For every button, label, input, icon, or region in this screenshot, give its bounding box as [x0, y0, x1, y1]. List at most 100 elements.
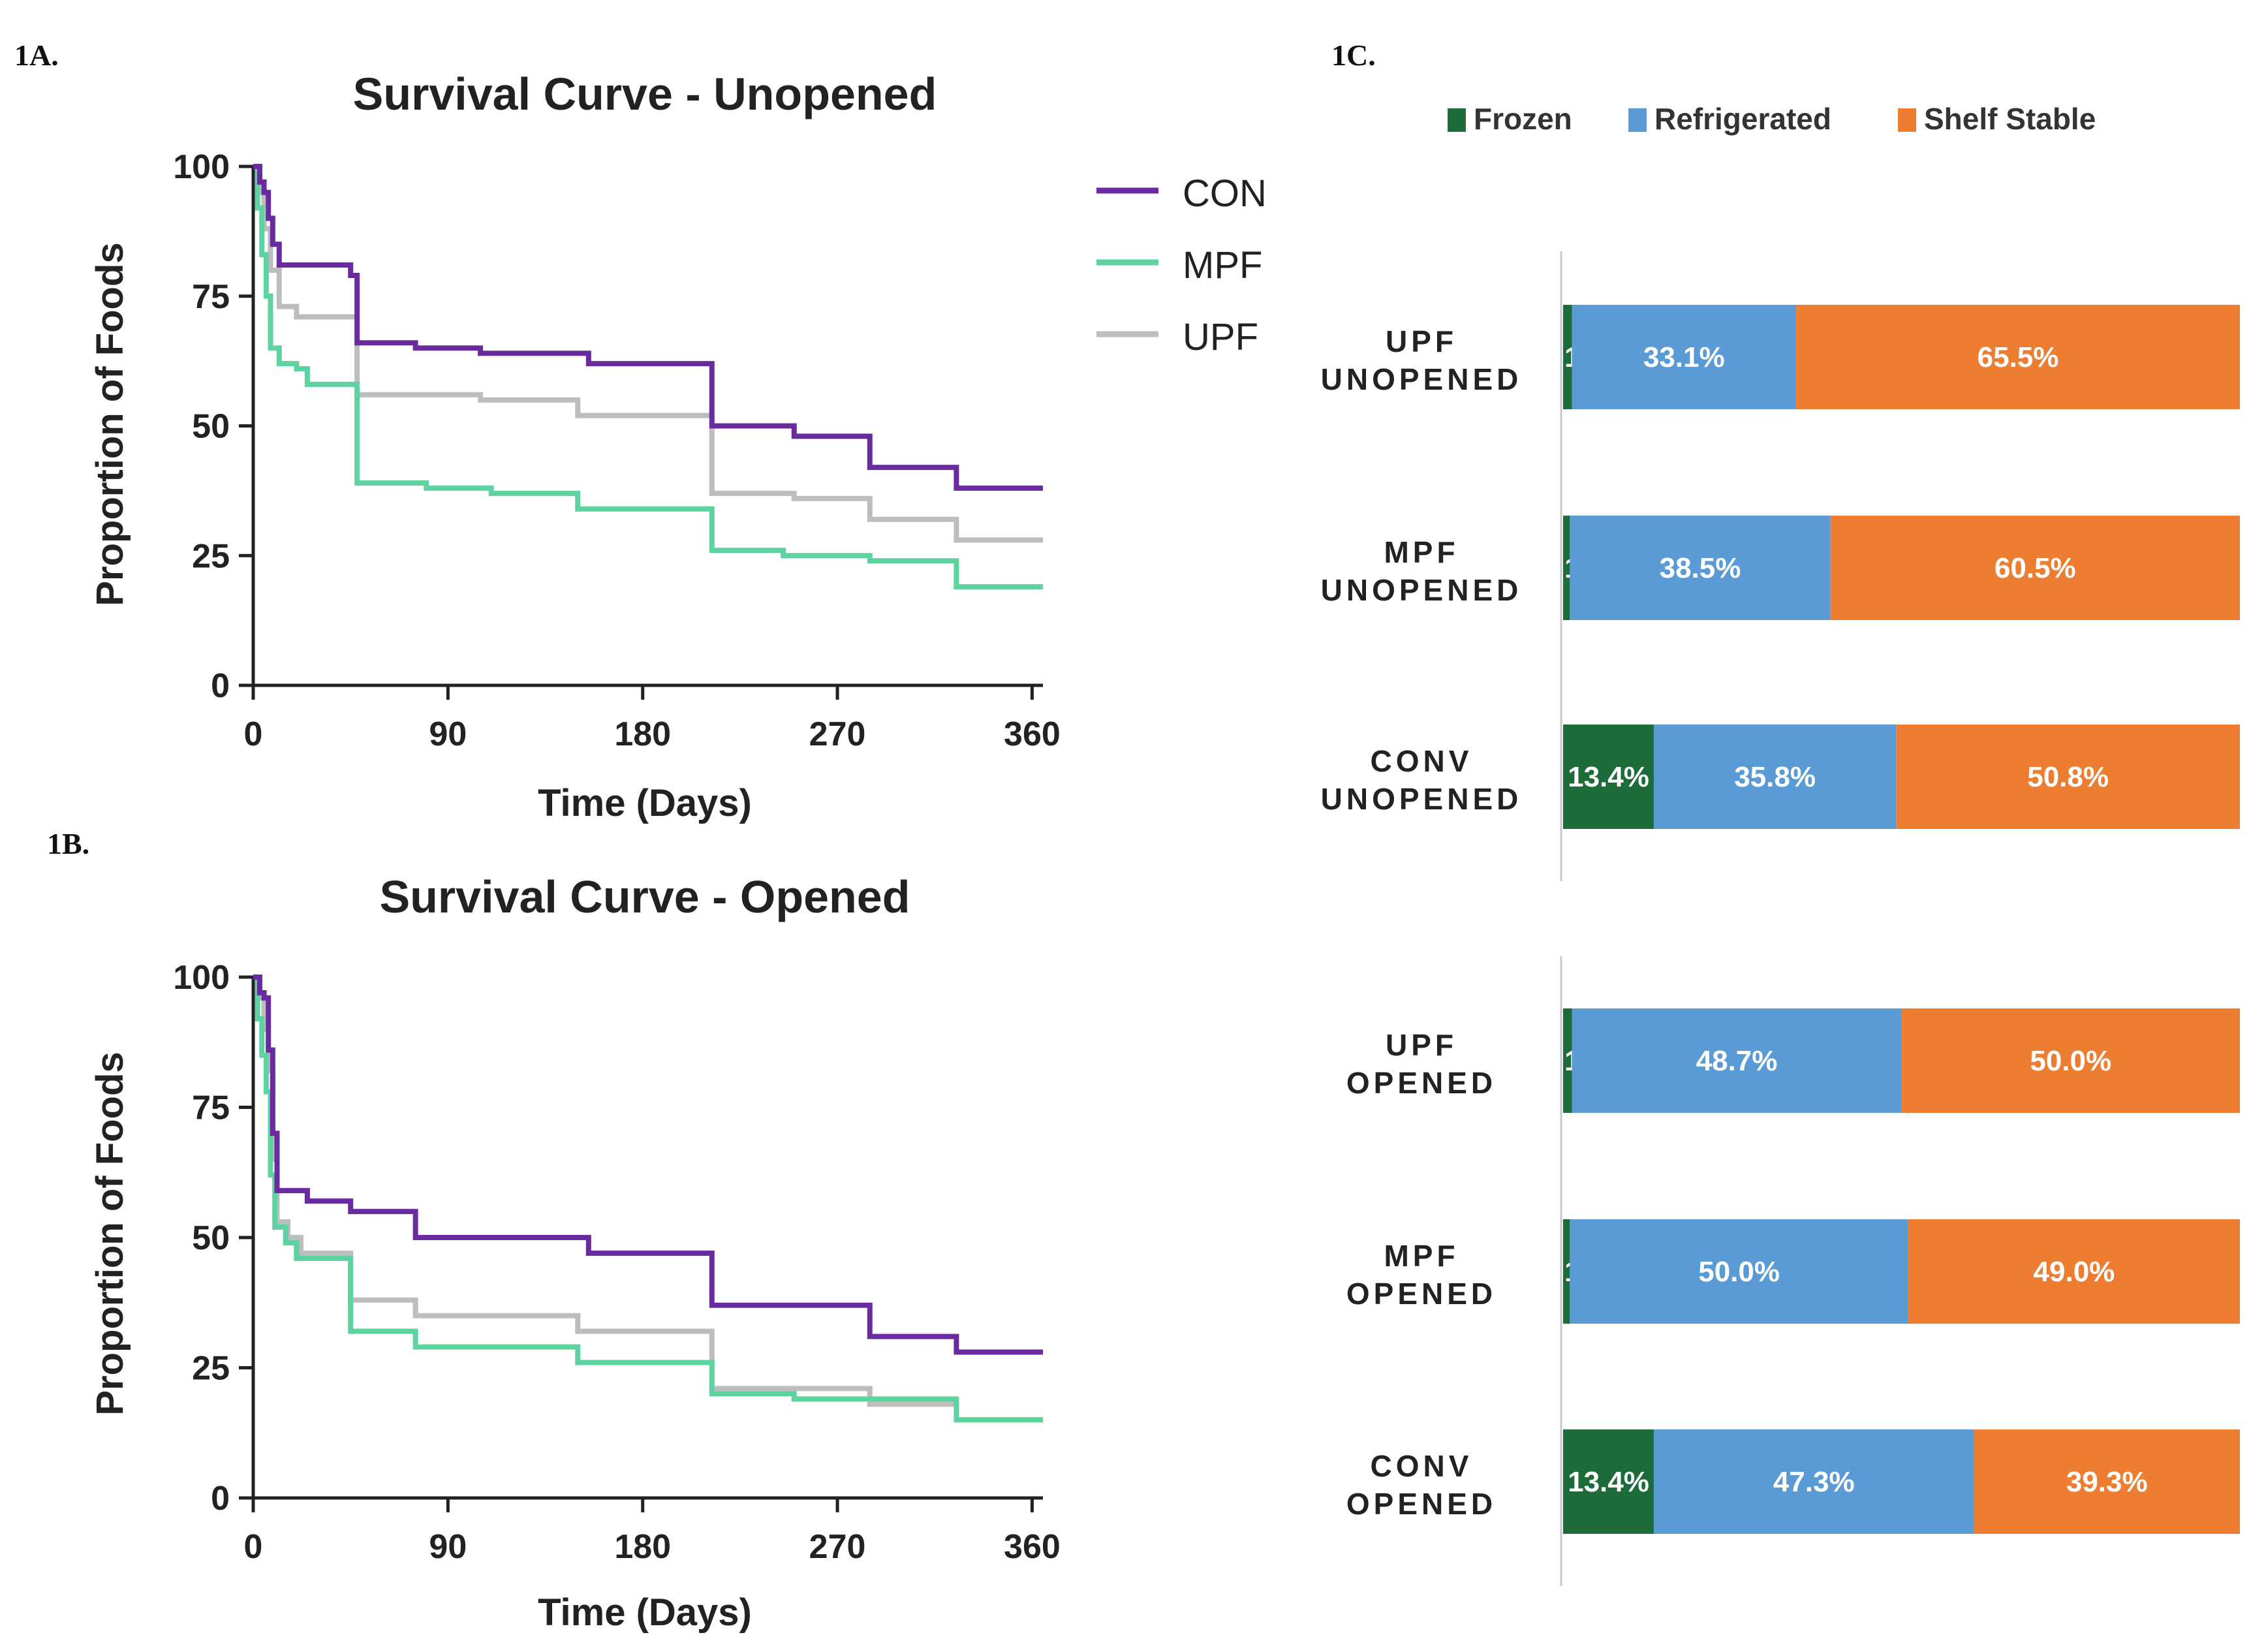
y-tick-label: 50 [192, 408, 230, 446]
chart-title: Survival Curve - Unopened [353, 69, 937, 119]
bar-segment-frozen [1563, 516, 1570, 620]
legend-label-mpf: MPF [1183, 244, 1262, 287]
panel-label-1a: 1A. [14, 39, 59, 72]
bar-row: CONV UNOPENED 13.4% 35.8% 50.8% [1321, 725, 2240, 829]
survival-chart-unopened: Survival Curve - Unopened Time (Days) Pr… [89, 69, 1061, 824]
bar-row: CONV OPENED 13.4% 47.3% 39.3% [1346, 1429, 2240, 1534]
bar-row: UPFOPENED1.3%48.7%50.0% [1346, 1008, 2240, 1113]
legend-swatch-frozen [1448, 108, 1466, 132]
bar-segment-refrigerated [1572, 305, 1797, 409]
category-label-line2: UNOPENED [1321, 573, 1523, 607]
x-tick-label: 180 [614, 715, 671, 753]
x-tick-label: 360 [1004, 715, 1061, 753]
category-label-line1: MPF [1384, 1239, 1459, 1273]
legend-label-frozen: Frozen [1474, 102, 1572, 136]
series-line-con [253, 974, 1043, 1355]
y-tick-label: 100 [173, 959, 230, 997]
bar-row: MPFOPENED1.0%50.0%49.0% [1346, 1219, 2240, 1324]
category-label-line2: OPENED [1346, 1277, 1497, 1311]
category-label-line1: UPF [1386, 1028, 1457, 1062]
legend-label-refrigerated: Refrigerated [1654, 102, 1831, 136]
bar-value-label: 50.8% [2027, 761, 2109, 793]
y-tick-label: 50 [192, 1219, 230, 1257]
category-label-line1: UPF [1386, 324, 1457, 358]
bar-value-label: 35.8% [1734, 761, 1816, 793]
legend-label-con: CON [1183, 172, 1267, 215]
bar-segment-refrigerated [1572, 1008, 1902, 1113]
series-line-upf [253, 164, 1043, 543]
panel-label-1c: 1C. [1331, 39, 1376, 72]
category-label-line2: OPENED [1346, 1066, 1497, 1100]
y-tick-label: 25 [192, 1350, 230, 1388]
bar-segment-refrigerated [1570, 1219, 1908, 1324]
bar-value-label: 39.3% [2066, 1466, 2148, 1498]
x-axis-title: Time (Days) [538, 782, 752, 824]
survival-legend: CON MPF UPF [1096, 172, 1267, 358]
panel-label-1b: 1B. [47, 827, 89, 860]
bar-segment-refrigerated [1653, 725, 1897, 829]
series-line-upf [253, 974, 1043, 1423]
bar-segment-shelf-stable [1796, 305, 2240, 409]
bar-segment-frozen [1563, 1219, 1570, 1324]
bar-value-label: 13.4% [1568, 1466, 1649, 1498]
bar-value-label: 65.5% [1978, 341, 2059, 373]
y-tick-label: 100 [173, 148, 230, 186]
bar-value-label: 50.0% [2030, 1045, 2111, 1077]
bar-segment-shelf-stable [1830, 516, 2240, 620]
y-axis-title: Proportion of Foods [89, 1052, 131, 1415]
category-label-line1: CONV [1371, 1449, 1473, 1483]
bar-value-label: 13.4% [1568, 761, 1649, 793]
x-tick-label: 180 [614, 1528, 671, 1566]
bar-segment-frozen [1563, 1008, 1572, 1113]
survival-chart-opened: Survival Curve - Opened Time (Days) Prop… [89, 871, 1061, 1634]
category-label-line1: CONV [1371, 744, 1473, 778]
series-line-con [253, 164, 1043, 491]
x-tick-label: 0 [244, 715, 263, 753]
bar-legend: Frozen Refrigerated Shelf Stable [1448, 102, 2096, 136]
bar-segment-shelf-stable [1896, 725, 2240, 829]
y-tick-label: 75 [192, 1089, 230, 1127]
category-label-line1: MPF [1384, 535, 1459, 569]
bar-value-label: 50.0% [1698, 1256, 1780, 1288]
bar-segment-frozen [1563, 1429, 1654, 1534]
x-axis-title: Time (Days) [538, 1591, 752, 1634]
x-tick-label: 0 [244, 1528, 263, 1566]
storage-bar-chart: Frozen Refrigerated Shelf Stable UPF UNOP… [1321, 102, 2240, 1586]
series-line-mpf [253, 164, 1043, 589]
chart-title: Survival Curve - Opened [379, 871, 910, 922]
x-tick-label: 90 [429, 715, 467, 753]
bar-segment-frozen [1563, 725, 1654, 829]
y-tick-label: 25 [192, 537, 230, 575]
legend-label-upf: UPF [1183, 316, 1258, 358]
bar-value-label: 38.5% [1660, 552, 1741, 584]
bar-value-label: 47.3% [1773, 1466, 1855, 1498]
y-tick-label: 0 [211, 667, 230, 705]
bar-segment-shelf-stable [1974, 1429, 2240, 1534]
legend-label-shelf-stable: Shelf Stable [1924, 102, 2096, 136]
bar-row: MPFUNOPENED1.0%38.5%60.5% [1321, 516, 2240, 620]
bar-segment-shelf-stable [1901, 1008, 2240, 1113]
x-tick-label: 270 [809, 715, 866, 753]
bar-value-label: 49.0% [2034, 1256, 2115, 1288]
series-line-mpf [253, 974, 1043, 1423]
x-tick-label: 90 [429, 1528, 467, 1566]
legend-swatch-refrigerated [1628, 108, 1647, 132]
category-label-line2: UNOPENED [1321, 362, 1523, 396]
legend-swatch-shelf-stable [1898, 108, 1916, 132]
bar-segment-refrigerated [1570, 516, 1831, 620]
x-tick-label: 360 [1004, 1528, 1061, 1566]
bar-value-label: 48.7% [1696, 1045, 1778, 1077]
category-label-line2: UNOPENED [1321, 782, 1523, 816]
bar-segment-refrigerated [1653, 1429, 1974, 1534]
category-label-line2: OPENED [1346, 1487, 1497, 1521]
y-axis-title: Proportion of Foods [89, 242, 131, 606]
y-tick-label: 75 [192, 278, 230, 316]
bar-segment-shelf-stable [1908, 1219, 2240, 1324]
bar-value-label: 33.1% [1643, 341, 1725, 373]
x-tick-label: 270 [809, 1528, 866, 1566]
y-tick-label: 0 [211, 1480, 230, 1518]
bar-row: UPFUNOPENED1.3%33.1%65.5% [1321, 305, 2240, 409]
bar-value-label: 60.5% [1994, 552, 2076, 584]
bar-segment-frozen [1563, 305, 1572, 409]
